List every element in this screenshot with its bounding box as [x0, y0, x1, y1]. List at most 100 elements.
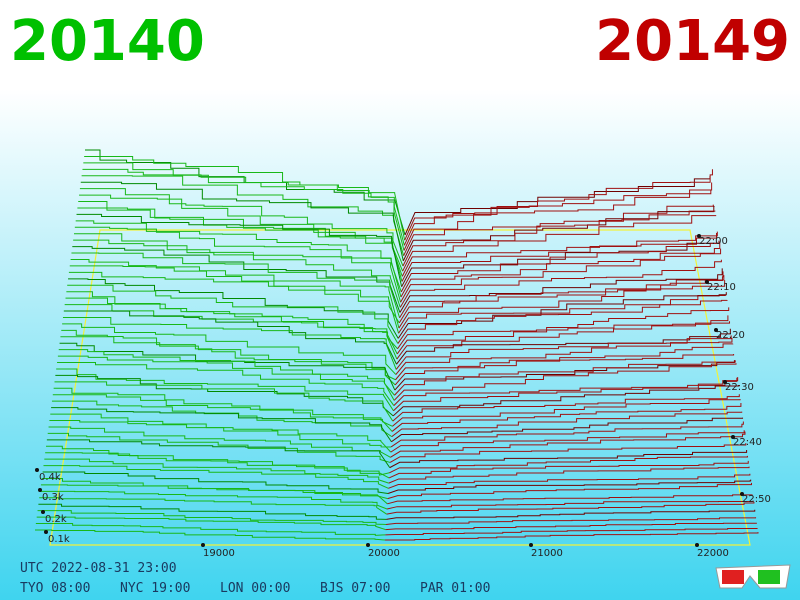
ask-depth-line [404, 189, 712, 241]
price-tick-label: 19000 [203, 548, 235, 559]
ask-depth-line [392, 384, 739, 417]
ask-depth-line [387, 482, 752, 500]
bid-depth-line [76, 213, 403, 287]
bid-depth-line [62, 316, 397, 370]
time-tick-label: 22:30 [725, 382, 754, 393]
ask-depth-line [388, 460, 749, 479]
bid-depth-line [64, 304, 398, 360]
bid-depth-line [80, 181, 404, 261]
city-clock: PAR 01:00 [420, 581, 490, 596]
ask-depth-line [386, 509, 756, 520]
ask-depth-line [385, 517, 757, 525]
ask-depth-line [401, 231, 718, 282]
tick-dot [529, 543, 533, 547]
ask-depth-line [390, 421, 744, 448]
bid-depth-line [45, 452, 390, 479]
bid-depth-line [57, 362, 395, 406]
ask-depth-line [398, 280, 726, 329]
time-tick-label: 22:00 [699, 236, 728, 247]
ask-depth-line [398, 295, 726, 334]
ask-depth-line [392, 394, 740, 422]
depth-tick-label: 0.3k [42, 492, 64, 503]
ask-depth-line [389, 455, 748, 474]
ask-depth-line [385, 532, 759, 541]
bid-depth-line [74, 226, 402, 298]
bid-depth-line [49, 420, 392, 453]
bid-depth-line [53, 387, 393, 427]
ask-depth-line [398, 275, 725, 324]
ask-depth-line [388, 473, 751, 489]
tick-dot [705, 280, 709, 284]
ask-depth-line [397, 292, 727, 339]
city-clock: TYO 08:00 [20, 581, 90, 596]
bid-depth-line [51, 407, 392, 443]
depth-tick-label: 0.2k [45, 514, 67, 525]
ask-depth-line [399, 271, 724, 318]
bid-depth-line [43, 465, 389, 489]
bid-depth-line [42, 471, 389, 494]
ask-depth-line [390, 430, 745, 453]
tick-dot [44, 530, 48, 534]
bid-depth-line [79, 188, 404, 267]
bid-depth-line [60, 336, 396, 386]
time-tick-label: 22:40 [733, 437, 762, 448]
ask-depth-line [403, 182, 713, 246]
city-clock: LON 00:00 [220, 581, 290, 596]
utc-time: UTC 2022-08-31 23:00 [20, 561, 177, 576]
time-tick-label: 22:50 [742, 494, 771, 505]
ask-depth-line [402, 210, 716, 267]
bid-depth-line [40, 484, 388, 505]
bid-depth-line [56, 368, 394, 412]
ask-depth-line [396, 321, 731, 360]
bid-depth-line [83, 162, 405, 246]
price-tick-label: 22000 [697, 548, 729, 559]
ask-depth-line [403, 204, 714, 256]
ask-depth-line [389, 449, 748, 469]
ask-depth-line [387, 479, 752, 494]
bid-depth-line [71, 252, 401, 318]
ask-depth-line [400, 248, 722, 303]
bid-depth-line [68, 278, 399, 339]
ask-depth-line [391, 411, 743, 438]
ask-depth-line [386, 501, 755, 515]
ask-depth-line [393, 363, 737, 401]
time-tick-label: 22:20 [716, 330, 745, 341]
bid-depth-line [69, 265, 400, 329]
ask-depth-line [394, 360, 736, 396]
ask-depth-line [397, 299, 728, 344]
bid-depth-line [52, 394, 393, 432]
bid-depth-line [85, 149, 406, 236]
depth-curves [35, 149, 759, 541]
bid-depth-line [48, 426, 391, 458]
ask-depth-line [400, 242, 721, 298]
bid-depth-line [46, 439, 391, 468]
bid-depth-line [81, 175, 405, 256]
bid-depth-line [72, 246, 401, 313]
ask-depth-line [394, 354, 735, 386]
ask-depth-line [400, 240, 720, 293]
bid-depth-line [54, 381, 394, 422]
bid-depth-line [55, 374, 394, 417]
ask-depth-line [397, 315, 729, 350]
ask-depth-line [387, 494, 753, 505]
ask-depth-line [393, 377, 739, 412]
bid-depth-line [36, 516, 386, 531]
ask-depth-line [399, 268, 723, 313]
bid-depth-line [39, 497, 387, 515]
bid-depth-line [77, 207, 403, 282]
tick-dot [714, 328, 718, 332]
ask-depth-line [391, 403, 742, 432]
bid-depth-line [63, 310, 397, 365]
ask-depth-line [389, 443, 747, 463]
bid-depth-line [82, 168, 405, 251]
bid-depth-line [44, 458, 389, 484]
ask-depth-line [394, 360, 735, 391]
tick-dot [695, 543, 699, 547]
bid-depth-line [50, 413, 392, 448]
ask-price: 20149 [595, 9, 790, 74]
tick-dot [366, 543, 370, 547]
ask-depth-line [385, 527, 758, 536]
ask-depth-line [395, 343, 734, 381]
bid-depth-line [65, 297, 398, 355]
